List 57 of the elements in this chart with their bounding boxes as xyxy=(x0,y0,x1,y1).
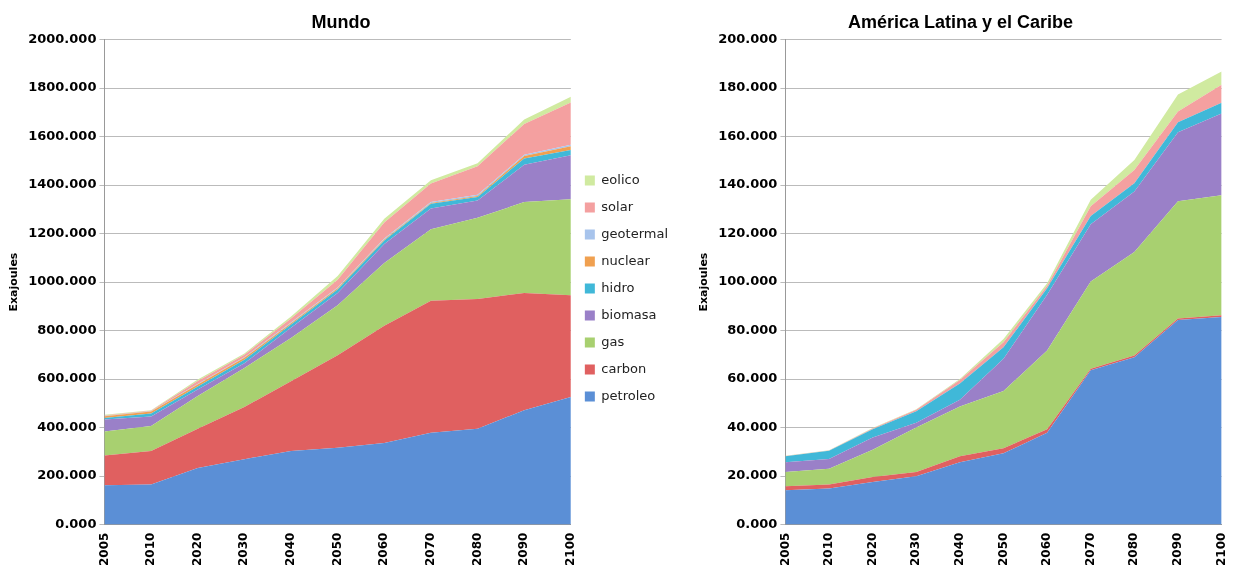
y-tick-label: 100.000 xyxy=(718,273,778,289)
y-tick-label: 20.000 xyxy=(727,467,778,483)
legend-label: nuclear xyxy=(601,252,651,268)
y-tick-label: 1600.000 xyxy=(28,127,97,143)
y-tick-label: 160.000 xyxy=(718,127,778,143)
x-tick-label: 2030 xyxy=(236,532,251,567)
x-tick-label: 2005 xyxy=(777,532,792,567)
x-tick-label: 2090 xyxy=(516,532,531,567)
legend-label: biomasa xyxy=(601,306,657,322)
y-tick-label: 0.000 xyxy=(736,515,778,531)
y-tick-label: 120.000 xyxy=(718,224,778,240)
y-tick-label: 0.000 xyxy=(55,515,97,531)
legend-label: solar xyxy=(601,198,634,214)
y-tick-label: 60.000 xyxy=(727,370,778,386)
x-tick-label: 2080 xyxy=(1126,532,1141,567)
x-tick-label: 2040 xyxy=(952,532,967,567)
legend-label: gas xyxy=(601,333,625,349)
y-axis-title: Exajoules xyxy=(697,252,711,312)
x-tick-label: 2020 xyxy=(189,532,204,567)
x-tick-label: 2030 xyxy=(908,532,923,567)
x-tick-label: 2100 xyxy=(1213,532,1228,567)
y-tick-label: 200.000 xyxy=(37,467,97,483)
x-tick-label: 2010 xyxy=(143,532,158,567)
x-tick-label: 2010 xyxy=(821,532,836,567)
y-tick-label: 80.000 xyxy=(727,321,778,337)
y-tick-label: 600.000 xyxy=(37,370,97,386)
x-tick-label: 2060 xyxy=(1039,532,1054,567)
x-tick-label: 2100 xyxy=(562,532,577,567)
y-tick-label: 140.000 xyxy=(718,176,778,192)
x-tick-label: 2050 xyxy=(995,532,1010,567)
chart-title: Mundo xyxy=(311,11,371,32)
x-tick-label: 2040 xyxy=(283,532,298,567)
legend-label: hidro xyxy=(601,279,635,295)
x-tick-label: 2070 xyxy=(1082,532,1097,567)
y-tick-label: 1200.000 xyxy=(28,224,97,240)
legend-label: carbon xyxy=(601,360,647,376)
y-tick-label: 200.000 xyxy=(718,30,778,46)
x-tick-label: 2005 xyxy=(96,532,111,567)
x-tick-label: 2050 xyxy=(329,532,344,567)
x-tick-label: 2090 xyxy=(1170,532,1185,567)
y-tick-label: 2000.000 xyxy=(28,30,97,46)
y-axis-title: Exajoules xyxy=(7,252,21,312)
x-tick-label: 2060 xyxy=(376,532,391,567)
legend-label: geotermal xyxy=(601,225,669,241)
chart-title: América Latina y el Caribe xyxy=(847,11,1074,32)
y-tick-label: 1800.000 xyxy=(28,79,97,95)
x-tick-label: 2020 xyxy=(864,532,879,567)
y-tick-label: 400.000 xyxy=(37,418,97,434)
x-tick-label: 2080 xyxy=(469,532,484,567)
y-tick-label: 1400.000 xyxy=(28,176,97,192)
legend-label: eolico xyxy=(601,171,640,187)
y-tick-label: 40.000 xyxy=(727,418,778,434)
y-tick-label: 800.000 xyxy=(37,321,97,337)
legend-label: petroleo xyxy=(601,387,656,403)
x-tick-label: 2070 xyxy=(423,532,438,567)
y-tick-label: 180.000 xyxy=(718,79,778,95)
y-tick-label: 1000.000 xyxy=(28,273,97,289)
